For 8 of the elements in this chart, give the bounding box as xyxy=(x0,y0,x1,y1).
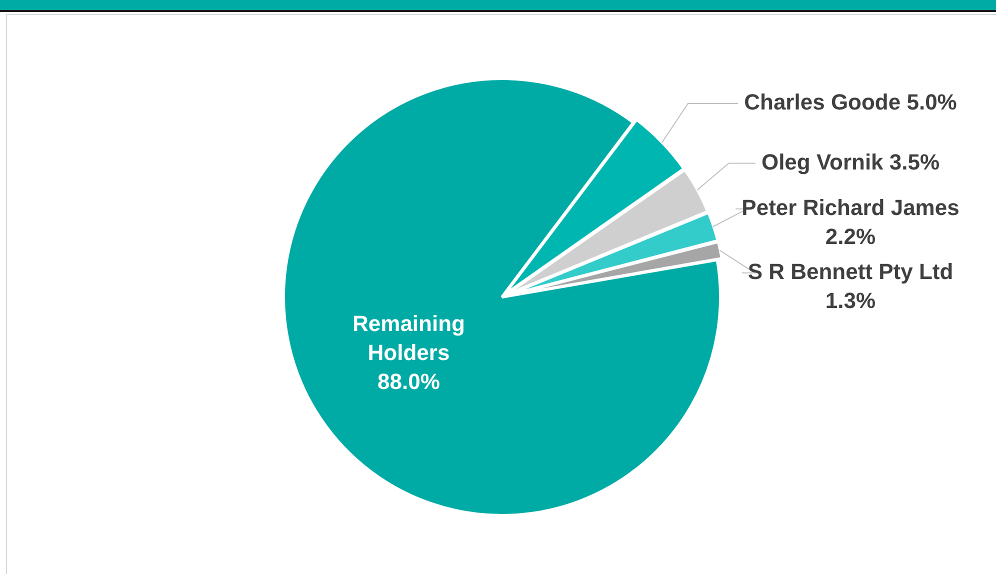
slice-label: Charles Goode 5.0% xyxy=(744,90,957,115)
slice-label: Remaining Holders xyxy=(352,310,465,365)
slice-label: S R Bennett Pty Ltd xyxy=(748,258,954,284)
data-label: 2.2% xyxy=(825,224,876,249)
slice-label: Peter Richard James xyxy=(742,194,960,220)
data-label: 1.3% xyxy=(825,288,876,313)
slice-label: Oleg Vornik 3.5% xyxy=(761,149,940,174)
data-label: 88.0% xyxy=(378,368,440,394)
